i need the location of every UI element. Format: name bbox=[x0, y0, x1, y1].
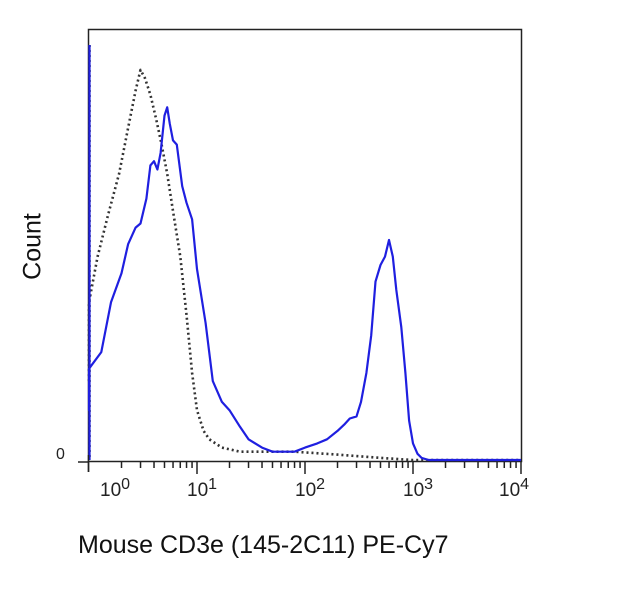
x-tick-label: 104 bbox=[499, 476, 529, 502]
x-tick-base: 10 bbox=[187, 480, 209, 501]
series-layer bbox=[87, 45, 521, 462]
x-tick-base: 10 bbox=[403, 480, 425, 501]
plot-frame bbox=[87, 28, 523, 463]
x-tick-exponent: 3 bbox=[424, 476, 434, 493]
x-axis-title: Mouse CD3e (145-2C11) PE-Cy7 bbox=[78, 531, 449, 559]
x-axis-ticks bbox=[87, 462, 522, 474]
x-tick-base: 10 bbox=[499, 480, 521, 501]
x-tick-label: 100 bbox=[100, 476, 130, 502]
x-tick-exponent: 4 bbox=[520, 476, 530, 493]
x-tick-exponent: 0 bbox=[121, 476, 131, 493]
y-axis-title: Count bbox=[18, 213, 47, 280]
x-tick-label: 102 bbox=[295, 476, 325, 502]
x-tick-exponent: 1 bbox=[208, 476, 218, 493]
x-tick-label: 103 bbox=[403, 476, 433, 502]
x-tick-exponent: 2 bbox=[316, 476, 326, 493]
control-series-line bbox=[87, 45, 521, 462]
y-zero-label: 0 bbox=[56, 446, 65, 463]
stained-series-line bbox=[87, 45, 521, 462]
x-tick-label: 101 bbox=[187, 476, 217, 502]
x-tick-base: 10 bbox=[100, 480, 122, 501]
x-tick-base: 10 bbox=[295, 480, 317, 501]
